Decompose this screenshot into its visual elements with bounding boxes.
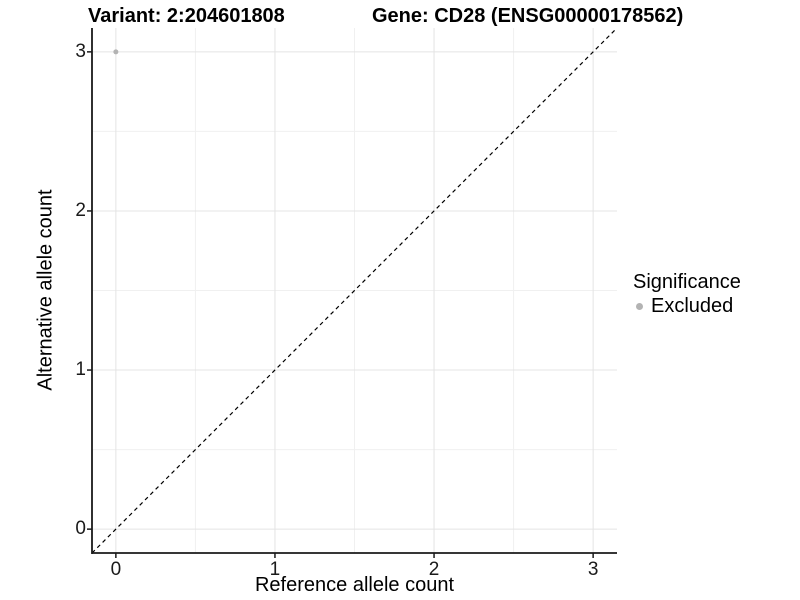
x-axis-title: Reference allele count xyxy=(254,574,454,596)
plot-title-variant: Variant: 2:204601808 xyxy=(88,5,285,27)
legend: Significance Excluded xyxy=(631,271,741,318)
y-tick-label-3: 3 xyxy=(75,40,86,62)
x-tick-label-1: 1 xyxy=(269,559,281,580)
y-tick-label-1: 1 xyxy=(75,359,86,381)
legend-item-excluded: Excluded xyxy=(631,295,741,318)
y-tick-label-0: 0 xyxy=(75,518,86,540)
x-tick-label-2: 2 xyxy=(428,559,440,580)
legend-point-icon xyxy=(636,303,643,310)
legend-title: Significance xyxy=(633,271,741,293)
x-tick-label-3: 3 xyxy=(587,559,599,580)
x-tick-label-0: 0 xyxy=(110,559,122,580)
y-tick-label-2: 2 xyxy=(75,199,86,221)
y-axis-title: Alternative allele count xyxy=(34,189,57,391)
legend-item-label: Excluded xyxy=(651,295,734,317)
plot-title-gene: Gene: CD28 (ENSG00000178562) xyxy=(372,5,684,27)
data-point-excluded xyxy=(113,49,119,55)
identity-dashed-line xyxy=(91,27,618,554)
